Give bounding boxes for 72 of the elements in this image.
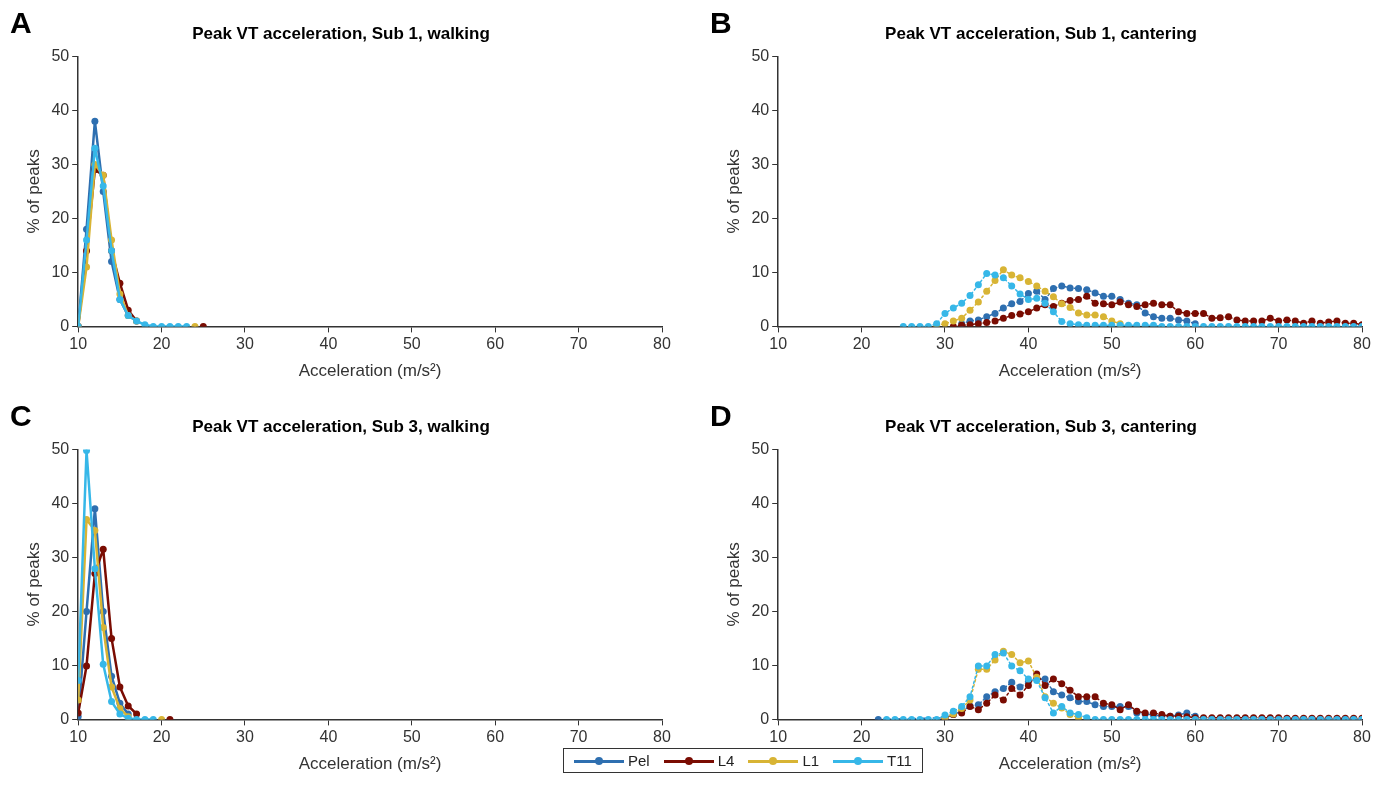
legend-label: T11	[887, 752, 912, 769]
y-tick-label: 20	[51, 208, 70, 226]
y-axis-title: % of peaks	[23, 149, 43, 234]
x-tick-label: 20	[852, 728, 871, 746]
y-tick-label: 10	[51, 655, 70, 673]
x-tick-label: 50	[402, 728, 421, 746]
x-axis-title: Acceleration (m/s²)	[998, 754, 1142, 774]
y-tick-label: 0	[60, 709, 70, 727]
y-tick-label: 40	[751, 100, 770, 118]
text: B	[710, 6, 732, 40]
x-axis-title: Acceleration (m/s²)	[998, 361, 1142, 381]
legend-label: L4	[717, 752, 735, 769]
x-tick-label: 80	[653, 335, 671, 353]
y-tick-label: 50	[751, 439, 770, 457]
x-axis-title: Acceleration (m/s²)	[298, 754, 442, 774]
y-tick-label: 10	[51, 262, 70, 280]
x-tick-label: 80	[653, 728, 671, 746]
x-tick-label: 30	[936, 728, 954, 746]
x-tick-label: 40	[1019, 728, 1038, 746]
y-tick-label: 20	[51, 601, 70, 619]
y-tick-label: 20	[751, 601, 770, 619]
legend-label: Pel	[628, 752, 650, 769]
y-tick-label: 10	[751, 655, 770, 673]
y-tick-label: 0	[760, 709, 770, 727]
x-tick-label: 40	[319, 335, 338, 353]
x-tick-label: 70	[1269, 728, 1288, 746]
x-tick-label: 60	[486, 728, 505, 746]
y-axis-title: % of peaks	[723, 149, 743, 234]
chart-title: Peak VT acceleration, Sub 3, walking	[192, 416, 490, 436]
y-axis-title: % of peaks	[723, 542, 743, 627]
x-tick-label: 60	[1186, 335, 1205, 353]
y-tick-label: 50	[751, 46, 770, 64]
y-tick-label: 30	[51, 547, 70, 565]
x-tick-label: 70	[569, 335, 588, 353]
y-tick-label: 40	[51, 493, 70, 511]
x-axis-title: Acceleration (m/s²)	[298, 361, 442, 381]
x-tick-label: 30	[236, 335, 254, 353]
chart-title: Peak VT acceleration, Sub 1, cantering	[885, 23, 1197, 43]
x-tick-label: 60	[486, 335, 505, 353]
y-tick-label: 50	[51, 46, 70, 64]
x-tick-label: 80	[1353, 335, 1371, 353]
chart-title: Peak VT acceleration, Sub 1, walking	[192, 23, 490, 43]
x-tick-label: 30	[936, 335, 954, 353]
legend-label: L1	[802, 752, 820, 769]
x-tick-label: 40	[1019, 335, 1038, 353]
text: D	[710, 399, 732, 433]
x-tick-label: 50	[402, 335, 421, 353]
x-tick-label: 20	[152, 335, 171, 353]
x-tick-label: 80	[1353, 728, 1371, 746]
y-tick-label: 50	[51, 439, 70, 457]
y-axis-title: % of peaks	[23, 542, 43, 627]
y-tick-label: 10	[751, 262, 770, 280]
x-tick-label: 60	[1186, 728, 1205, 746]
y-tick-label: 40	[51, 100, 70, 118]
text: A	[10, 6, 32, 40]
x-tick-label: 70	[1269, 335, 1288, 353]
x-tick-label: 20	[152, 728, 171, 746]
y-tick-label: 0	[760, 316, 770, 334]
text: C	[10, 399, 32, 433]
chart-title: Peak VT acceleration, Sub 3, cantering	[885, 416, 1197, 436]
y-tick-label: 40	[751, 493, 770, 511]
y-tick-label: 30	[751, 547, 770, 565]
x-tick-label: 30	[236, 728, 254, 746]
x-tick-label: 50	[1102, 335, 1121, 353]
x-tick-label: 50	[1102, 728, 1121, 746]
x-tick-label: 20	[852, 335, 871, 353]
y-tick-label: 20	[751, 208, 770, 226]
y-tick-label: 0	[60, 316, 70, 334]
x-tick-label: 40	[319, 728, 338, 746]
x-tick-label: 70	[569, 728, 588, 746]
y-tick-label: 30	[51, 154, 70, 172]
y-tick-label: 30	[751, 154, 770, 172]
